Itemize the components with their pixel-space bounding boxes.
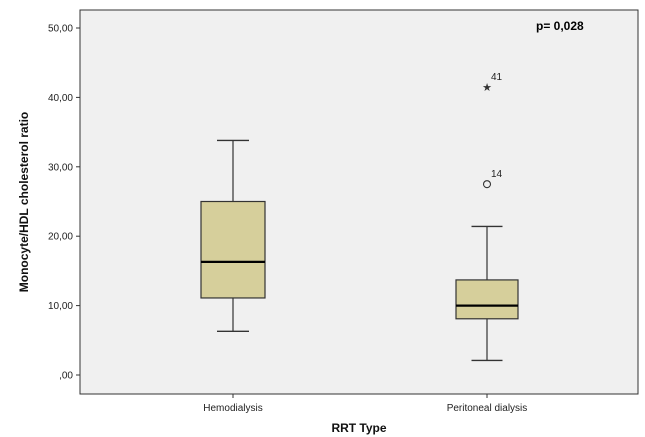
y-tick-label: ,00	[59, 371, 73, 382]
y-tick-label: 50,00	[48, 24, 73, 35]
iqr-box	[455, 279, 519, 320]
box-hemodialysis	[200, 139, 266, 332]
x-tick-label: Hemodialysis	[203, 403, 262, 414]
boxes-layer: 14 ★41	[200, 72, 519, 362]
outlier-label: 14	[491, 169, 503, 180]
x-axis-title: RRT Type	[331, 421, 386, 435]
y-tick-label: 10,00	[48, 301, 73, 312]
y-axis-title: Monocyte/HDL cholesterol ratio	[17, 112, 31, 292]
y-axis: ,00 10,00 20,00 30,00 40,00 50,00	[48, 24, 80, 382]
plot-area	[79, 9, 639, 395]
outlier-star: ★	[482, 82, 492, 94]
outlier-label: 41	[491, 72, 503, 83]
p-value-annotation: p= 0,028	[536, 19, 584, 33]
x-axis: Hemodialysis Peritoneal dialysis	[203, 394, 527, 414]
y-tick-label: 40,00	[48, 93, 73, 104]
outlier-circle	[482, 180, 492, 189]
iqr-box	[200, 200, 266, 299]
x-tick-label: Peritoneal dialysis	[447, 403, 528, 414]
y-tick-label: 30,00	[48, 162, 73, 173]
y-tick-label: 20,00	[48, 232, 73, 243]
box-peritoneal-dialysis: 14 ★41	[455, 72, 519, 362]
